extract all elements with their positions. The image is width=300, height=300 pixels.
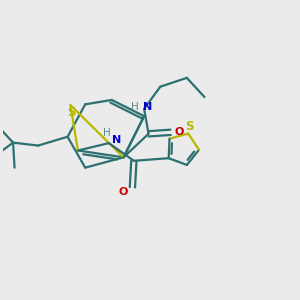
Text: O: O <box>175 127 184 137</box>
Text: S: S <box>185 120 194 133</box>
Text: N: N <box>112 135 121 145</box>
Text: O: O <box>119 187 128 197</box>
Text: H: H <box>103 128 111 138</box>
Text: H: H <box>131 102 139 112</box>
Text: S: S <box>68 106 76 119</box>
Text: N: N <box>143 102 152 112</box>
